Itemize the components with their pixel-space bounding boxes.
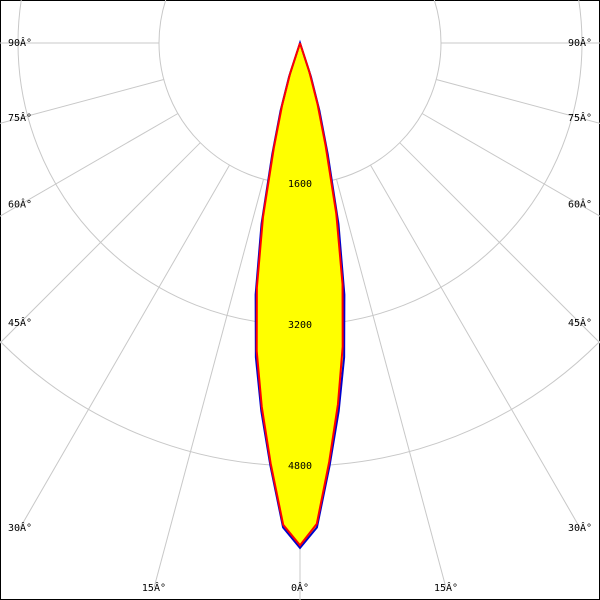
angle-line xyxy=(436,79,600,124)
angle-line xyxy=(0,142,201,344)
intensity-curve xyxy=(254,39,346,550)
intensity-curve xyxy=(255,42,344,547)
ring-label: 4800 xyxy=(288,461,312,472)
angle-line xyxy=(153,179,264,588)
angle-label: 75Â° xyxy=(8,111,32,124)
angle-label: 90Â° xyxy=(8,36,32,49)
angle-label: 60Â° xyxy=(568,198,592,211)
angle-label: 0Â° xyxy=(291,581,309,594)
angle-label: 15Â° xyxy=(142,581,166,594)
angle-line xyxy=(0,113,179,217)
angle-line xyxy=(0,79,164,124)
ring-label: 3200 xyxy=(288,320,312,331)
angle-line xyxy=(421,113,600,217)
angle-line xyxy=(370,164,583,532)
angle-label: 30Â° xyxy=(8,521,32,534)
angle-line xyxy=(399,142,600,344)
angle-label: 45Â° xyxy=(568,316,592,329)
angle-label: 30Â° xyxy=(568,521,592,534)
angle-line xyxy=(336,179,447,588)
angle-label: 75Â° xyxy=(568,111,592,124)
angle-label: 45Â° xyxy=(8,316,32,329)
angle-label: 15Â° xyxy=(434,581,458,594)
angle-label: 90Â° xyxy=(568,36,592,49)
ring-label: 1600 xyxy=(288,179,312,190)
angle-line xyxy=(17,164,230,532)
angle-label: 60Â° xyxy=(8,198,32,211)
